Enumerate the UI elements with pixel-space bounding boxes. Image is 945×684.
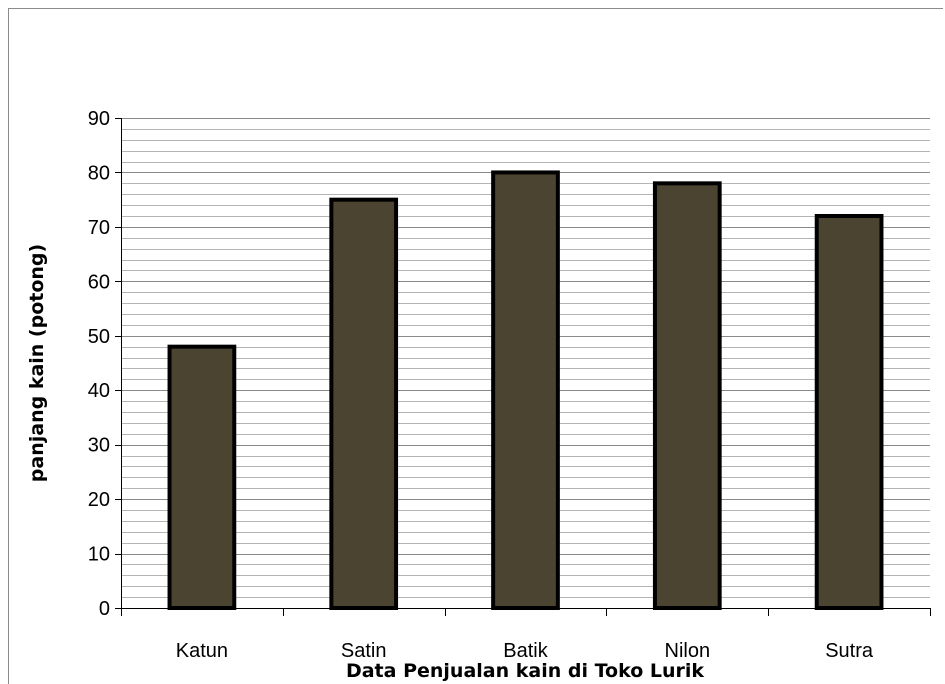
x-tick-label: Nilon <box>665 640 711 662</box>
x-tick-label: Katun <box>176 640 228 662</box>
y-axis-title: panjang kain (potong) <box>26 244 48 482</box>
y-tick-labels: 0 10 20 30 40 50 60 70 80 90 <box>88 108 110 620</box>
y-tick-label: 60 <box>88 271 110 293</box>
axes <box>115 118 931 616</box>
y-tick-label: 0 <box>99 598 110 620</box>
y-tick-label: 10 <box>88 544 110 566</box>
chart-frame <box>8 8 943 684</box>
bar-sutra <box>814 214 884 610</box>
y-tick-label: 50 <box>88 326 110 348</box>
bar-satin <box>329 197 399 611</box>
bar-nilon <box>652 181 722 610</box>
x-tick-labels: Katun Satin Batik Nilon Sutra <box>176 640 874 662</box>
y-tick-label: 70 <box>88 217 110 239</box>
bars <box>167 170 884 611</box>
y-tick-label: 30 <box>88 435 110 457</box>
y-tick-label: 80 <box>88 162 110 184</box>
y-tick-label: 90 <box>88 108 110 130</box>
x-tick-label: Batik <box>503 640 548 662</box>
x-tick-label: Sutra <box>825 640 874 662</box>
x-axis-title: Data Penjualan kain di Toko Lurik <box>346 660 704 682</box>
bar-katun <box>167 344 237 610</box>
y-tick-label: 20 <box>88 489 110 511</box>
bar-batik <box>491 170 560 610</box>
y-tick-label: 40 <box>88 380 110 402</box>
x-tick-label: Satin <box>341 640 387 662</box>
